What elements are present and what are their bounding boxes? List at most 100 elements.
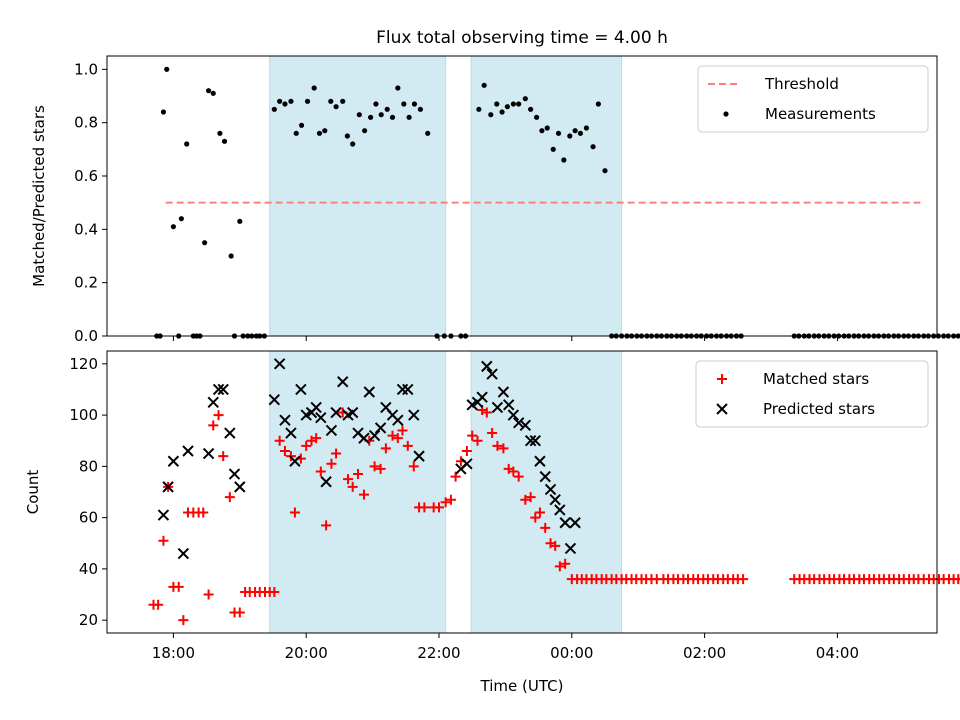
measurement-point xyxy=(316,130,323,136)
measurement-point xyxy=(384,106,390,112)
matched-stars-point xyxy=(387,430,398,441)
measurement-point xyxy=(362,128,368,134)
measurement-point xyxy=(401,101,407,107)
predicted-stars-point xyxy=(285,427,297,439)
y-tick-label: 80 xyxy=(79,457,98,475)
x-tick-label: 00:00 xyxy=(550,644,593,662)
predicted-stars-point xyxy=(476,391,488,403)
matched-stars-point xyxy=(481,407,492,418)
measurement-point xyxy=(217,130,223,136)
matched-stars-point xyxy=(392,433,403,444)
x-axis-label: Time (UTC) xyxy=(480,677,564,695)
measurement-point xyxy=(595,101,601,107)
measurement-point xyxy=(539,128,545,134)
measurement-point xyxy=(288,98,294,104)
x-tick-label: 20:00 xyxy=(285,644,328,662)
measurement-point xyxy=(395,85,401,91)
top-y-axis-label: Matched/Predicted stars xyxy=(30,105,48,287)
predicted-stars-point xyxy=(554,504,566,516)
predicted-stars-point xyxy=(212,383,225,396)
y-tick-label: 100 xyxy=(69,406,98,424)
predicted-stars-point xyxy=(358,432,370,444)
matched-stars-point xyxy=(347,481,358,492)
matched-stars-point xyxy=(508,466,519,477)
matched-stars-point xyxy=(472,435,483,446)
measurement-point xyxy=(373,101,379,107)
count-points xyxy=(148,358,960,626)
predicted-stars-point xyxy=(413,450,425,462)
matched-stars-point xyxy=(173,581,184,592)
legend-predicted-swatch xyxy=(716,403,728,415)
measurement-point xyxy=(561,157,567,163)
predicted-stars-point xyxy=(177,547,190,560)
measurement-point xyxy=(328,98,334,104)
predicted-stars-point xyxy=(549,493,561,506)
matched-stars-point xyxy=(554,561,565,572)
measurement-point xyxy=(311,85,317,91)
legend-label: Matched stars xyxy=(763,370,869,388)
top-y-axis-ticks: 0.0 0.2 0.4 0.6 0.8 1.0 xyxy=(74,60,107,345)
matched-stars-point xyxy=(274,435,285,446)
matched-stars-point xyxy=(208,420,219,431)
matched-stars-point xyxy=(326,458,337,469)
predicted-stars-point xyxy=(310,401,322,414)
measurement-point xyxy=(406,114,412,120)
predicted-stars-point xyxy=(182,445,194,457)
observing-band-1 xyxy=(269,55,447,337)
measurement-point xyxy=(350,141,356,147)
measurement-point xyxy=(494,101,500,107)
measurement-point xyxy=(528,106,534,112)
y-tick-label: 0.2 xyxy=(74,274,98,292)
predicted-stars-point xyxy=(569,517,581,529)
matched-stars-point xyxy=(234,607,245,618)
bottom-axes-frame xyxy=(106,350,938,634)
predicted-stars-point xyxy=(217,383,229,396)
matched-stars-point xyxy=(408,461,419,472)
x-tick-label: 02:00 xyxy=(683,644,726,662)
matched-stars-point xyxy=(397,425,408,436)
measurement-point xyxy=(951,333,957,339)
measurement-point xyxy=(544,125,550,131)
predicted-stars-point xyxy=(507,409,520,421)
matched-stars-point xyxy=(380,443,391,454)
predicted-stars-point xyxy=(491,401,504,414)
measurement-point xyxy=(955,333,960,339)
measurement-point xyxy=(221,138,228,144)
predicted-stars-point xyxy=(363,386,375,398)
predicted-stars-point xyxy=(167,455,180,467)
matched-stars-point xyxy=(530,512,541,523)
observing-band-2 xyxy=(470,350,623,634)
measurement-point xyxy=(237,218,243,224)
measurement-point xyxy=(164,66,170,72)
matched-stars-point xyxy=(375,463,386,474)
measurement-point xyxy=(184,141,190,147)
legend-matched-swatch xyxy=(717,374,727,384)
measurement-point xyxy=(499,109,505,115)
y-tick-label: 0.0 xyxy=(74,327,98,345)
measurement-point xyxy=(304,98,311,104)
predicted-stars-point xyxy=(529,435,541,447)
observing-bands xyxy=(269,55,623,337)
predicted-stars-point xyxy=(368,429,381,442)
measurement-point xyxy=(577,130,584,136)
predicted-stars-point xyxy=(268,394,281,406)
y-tick-label: 0.8 xyxy=(74,114,98,132)
predicted-stars-point xyxy=(374,422,387,434)
predicted-stars-point xyxy=(402,383,414,396)
matched-stars-point xyxy=(461,445,472,456)
predicted-stars-point xyxy=(289,455,301,467)
predicted-stars-point xyxy=(461,458,473,470)
y-tick-label: 0.6 xyxy=(74,167,98,185)
bottom-legend: Matched stars Predicted stars xyxy=(695,360,929,428)
measurement-point xyxy=(534,114,540,120)
measurement-point xyxy=(333,104,339,110)
chart-title: Flux total observing time = 4.00 h xyxy=(376,28,668,48)
measurement-point xyxy=(602,168,608,174)
x-tick-label: 22:00 xyxy=(417,644,460,662)
matched-stars-point xyxy=(560,558,571,569)
matched-stars-point xyxy=(331,448,342,459)
matched-stars-point xyxy=(301,440,312,451)
y-tick-label: 20 xyxy=(79,611,98,629)
matched-stars-point xyxy=(289,507,300,518)
measurement-point xyxy=(202,240,208,246)
